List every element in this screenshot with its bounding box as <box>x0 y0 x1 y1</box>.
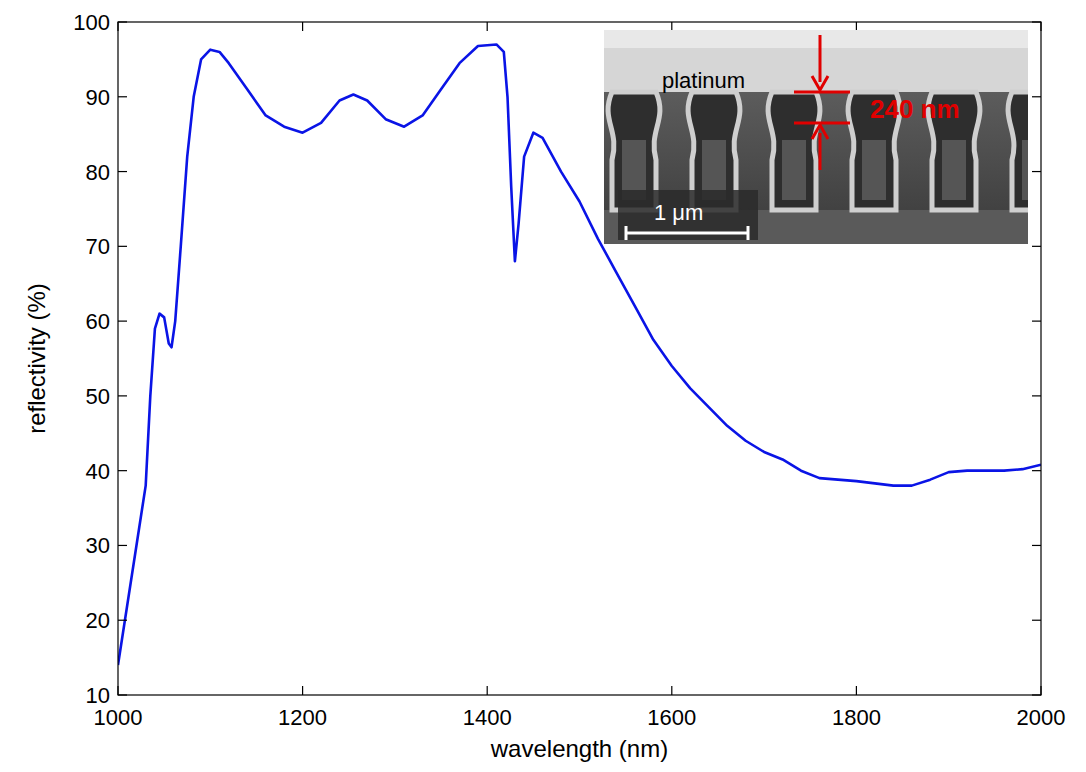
y-tick <box>118 470 127 471</box>
x-tick <box>302 22 303 31</box>
x-tick-label: 1600 <box>647 705 696 730</box>
x-tick <box>487 686 488 695</box>
y-tick-label: 60 <box>86 309 110 334</box>
scale-bar-ground <box>618 190 758 240</box>
x-tick <box>671 686 672 695</box>
x-tick <box>487 22 488 31</box>
y-tick <box>1032 620 1041 621</box>
annotation-thickness: 240 nm <box>870 94 960 124</box>
y-tick-label: 100 <box>73 10 110 35</box>
arrow-shaft <box>819 35 822 82</box>
annotation-scale: 1 μm <box>654 200 703 225</box>
plot-area <box>118 22 1041 695</box>
platinum-layer <box>604 30 1028 48</box>
y-tick <box>1032 171 1041 172</box>
arrow-head <box>812 125 828 139</box>
x-tick <box>302 686 303 695</box>
frame <box>118 22 1041 695</box>
x-tick-label: 2000 <box>1017 705 1066 730</box>
y-tick <box>118 21 127 22</box>
scale-bar-end <box>747 226 750 240</box>
y-tick-label: 90 <box>86 85 110 110</box>
y-tick <box>1032 96 1041 97</box>
cavity <box>768 92 820 210</box>
x-tick <box>117 686 118 695</box>
inset-background <box>604 30 1028 244</box>
y-tick <box>118 246 127 247</box>
chart: 1000 1200 1400 1600 1800 2000 10 20 30 40 50 60 70 80… <box>0 0 1086 772</box>
cavity <box>1008 92 1028 210</box>
y-tick <box>1032 21 1041 22</box>
cavity-core <box>1022 140 1028 200</box>
y-tick <box>118 395 127 396</box>
arrow-shaft <box>819 133 822 170</box>
arrow-head <box>812 76 828 90</box>
y-tick <box>118 620 127 621</box>
inset: platinum 240 nm 1 μm <box>604 30 1060 244</box>
y-tick <box>1032 321 1041 322</box>
y-tick <box>118 321 127 322</box>
inset-image <box>604 30 1028 244</box>
y-tick-label: 30 <box>86 533 110 558</box>
y-tick-label: 10 <box>86 683 110 708</box>
y-tick <box>1032 246 1041 247</box>
annotation-platinum: platinum <box>662 68 745 93</box>
y-tick-label: 70 <box>86 234 110 259</box>
platinum-layer <box>604 30 1028 92</box>
cavity-core <box>782 140 806 200</box>
y-axis-title: reflectivity (%) <box>23 283 50 434</box>
y-tick-label: 50 <box>86 384 110 409</box>
x-tick-label: 1400 <box>463 705 512 730</box>
scale-bar-end <box>625 226 628 240</box>
y-tick-label: 20 <box>86 608 110 633</box>
cavity-core <box>942 140 966 200</box>
y-tick <box>118 694 127 695</box>
y-tick <box>118 96 127 97</box>
y-tick <box>1032 694 1041 695</box>
y-tick <box>1032 545 1041 546</box>
x-tick <box>856 686 857 695</box>
y-tick <box>1032 395 1041 396</box>
x-tick <box>671 22 672 31</box>
x-axis-title: wavelength (nm) <box>490 735 668 762</box>
y-tick-label: 80 <box>86 160 110 185</box>
x-tick <box>1040 686 1041 695</box>
y-tick <box>118 171 127 172</box>
y-tick <box>1032 470 1041 471</box>
x-tick <box>856 22 857 31</box>
cavity-core <box>862 140 886 200</box>
y-tick-label: 40 <box>86 459 110 484</box>
measure-line <box>794 122 850 125</box>
x-tick <box>1040 22 1041 31</box>
measure-line <box>794 91 850 94</box>
x-tick <box>117 22 118 31</box>
y-tick <box>118 545 127 546</box>
x-tick-label: 1200 <box>278 705 327 730</box>
x-tick-label: 1000 <box>94 705 143 730</box>
x-tick-label: 1800 <box>832 705 881 730</box>
scale-bar <box>626 232 748 235</box>
